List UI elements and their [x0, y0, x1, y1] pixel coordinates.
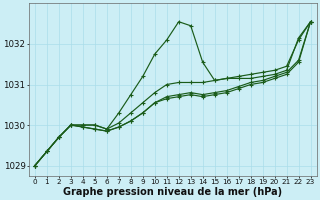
X-axis label: Graphe pression niveau de la mer (hPa): Graphe pression niveau de la mer (hPa) — [63, 187, 282, 197]
